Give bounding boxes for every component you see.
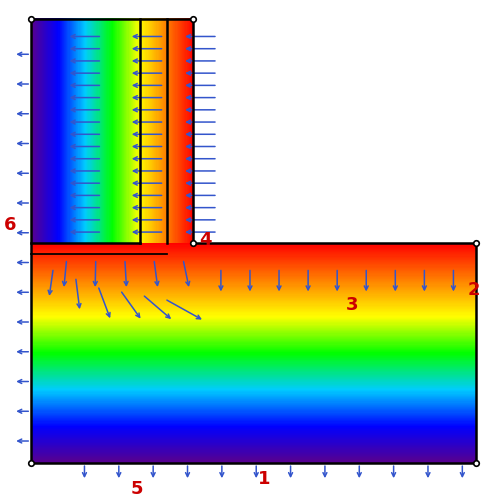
Text: 1: 1 [257, 470, 270, 488]
Text: 2: 2 [467, 281, 480, 299]
Text: 6: 6 [3, 216, 16, 234]
Text: 5: 5 [130, 480, 143, 498]
Text: 4: 4 [199, 231, 211, 249]
Text: 3: 3 [345, 296, 358, 314]
